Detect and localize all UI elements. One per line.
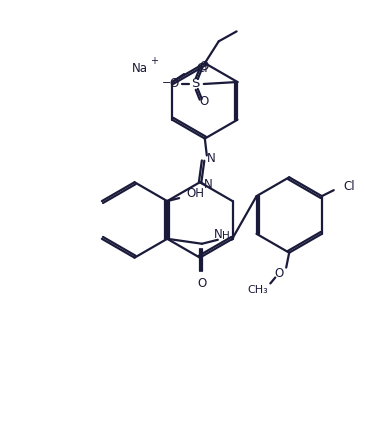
Text: O: O — [169, 77, 178, 91]
Text: Na: Na — [132, 62, 148, 75]
Text: H: H — [222, 231, 230, 241]
Text: Cl: Cl — [344, 180, 355, 193]
Text: O: O — [197, 277, 207, 290]
Text: CH₃: CH₃ — [247, 286, 268, 295]
Text: O: O — [199, 60, 208, 73]
Text: N: N — [214, 228, 222, 241]
Text: OH: OH — [186, 187, 204, 200]
Text: O: O — [199, 95, 208, 108]
Text: O: O — [274, 267, 284, 280]
Text: S: S — [192, 77, 200, 91]
Text: N: N — [203, 178, 212, 191]
Text: −: − — [162, 78, 172, 88]
Text: +: + — [150, 56, 158, 66]
Text: Cl: Cl — [196, 62, 208, 75]
Text: N: N — [207, 152, 215, 165]
